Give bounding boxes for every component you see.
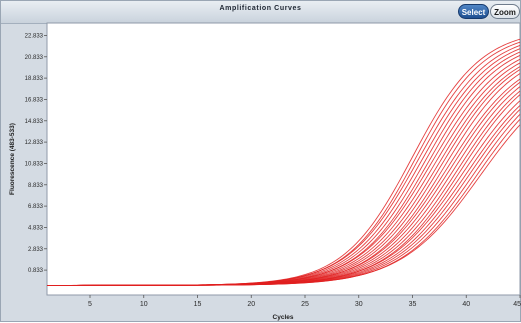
y-tick-label: 22.833 [25, 33, 44, 39]
zoom-button[interactable]: Zoom [490, 4, 520, 19]
amplification-curve-22[interactable] [47, 124, 521, 286]
x-tick-label: 20 [247, 301, 255, 308]
y-tick-label: 14.833 [25, 119, 44, 125]
x-tick-label: 15 [194, 301, 202, 308]
y-tick-label: 8.833 [28, 183, 44, 189]
x-tick-label: 25 [301, 301, 309, 308]
y-tick-label: 4.833 [28, 225, 44, 231]
y-tick-label: 10.833 [25, 161, 44, 167]
x-tick-label: 10 [140, 301, 148, 308]
y-axis: 0.833 2.833 4.833 6.833 8.833 10.833 12.833 14.… [25, 33, 47, 274]
x-tick-label: 40 [462, 301, 470, 308]
y-tick-label: 2.833 [28, 247, 44, 253]
x-tick-label: 35 [409, 301, 417, 308]
y-tick-label: 18.833 [25, 76, 44, 82]
y-tick-label: 20.833 [25, 55, 44, 61]
x-tick-label: 5 [88, 301, 92, 308]
x-axis-label: Cycles [273, 314, 294, 321]
y-tick-label: 0.833 [28, 268, 44, 274]
y-tick-label: 12.833 [25, 140, 44, 146]
y-tick-label: 6.833 [28, 204, 44, 210]
x-tick-label: 45 [513, 301, 521, 308]
select-button[interactable]: Select [458, 4, 489, 19]
x-tick-label: 30 [355, 301, 363, 308]
y-tick-label: 16.833 [25, 97, 44, 103]
amplification-curves [46, 38, 521, 286]
y-axis-label: Fluorescence (483-533) [9, 123, 16, 195]
x-axis: 5 10 15 20 25 30 35 40 45 [88, 295, 521, 308]
window-title: Amplification Curves [219, 5, 302, 12]
